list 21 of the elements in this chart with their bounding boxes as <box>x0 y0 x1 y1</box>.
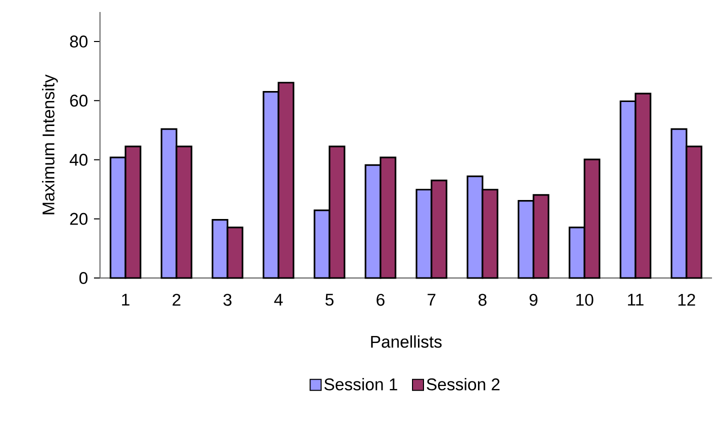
y-tick-label: 0 <box>79 272 88 284</box>
y-tick-label: 20 <box>70 212 88 225</box>
x-tick-label: 1 <box>122 294 130 306</box>
y-tick-label: 40 <box>70 154 88 166</box>
x-tick-label: 3 <box>223 294 232 306</box>
x-tick-label: 11 <box>628 294 644 306</box>
x-tick-label: 5 <box>325 294 334 306</box>
legend-label: Session 2 <box>426 378 500 390</box>
x-tick-label: 6 <box>376 294 384 306</box>
x-axis-title: Panellists <box>371 335 442 348</box>
x-tick-label: 7 <box>428 294 436 306</box>
y-tick-label: 80 <box>70 36 88 48</box>
y-tick-label: 60 <box>70 94 88 107</box>
x-tick-label: 2 <box>172 294 180 306</box>
x-tick-label: 12 <box>678 294 696 306</box>
x-tick-label: 10 <box>576 294 594 306</box>
legend-label: Session 1 <box>324 378 398 390</box>
x-tick-label: 9 <box>530 294 538 306</box>
x-tick-label: 8 <box>478 294 486 306</box>
y-axis-title: Maximum Intensity <box>42 74 58 214</box>
x-tick-label: 4 <box>274 294 283 306</box>
